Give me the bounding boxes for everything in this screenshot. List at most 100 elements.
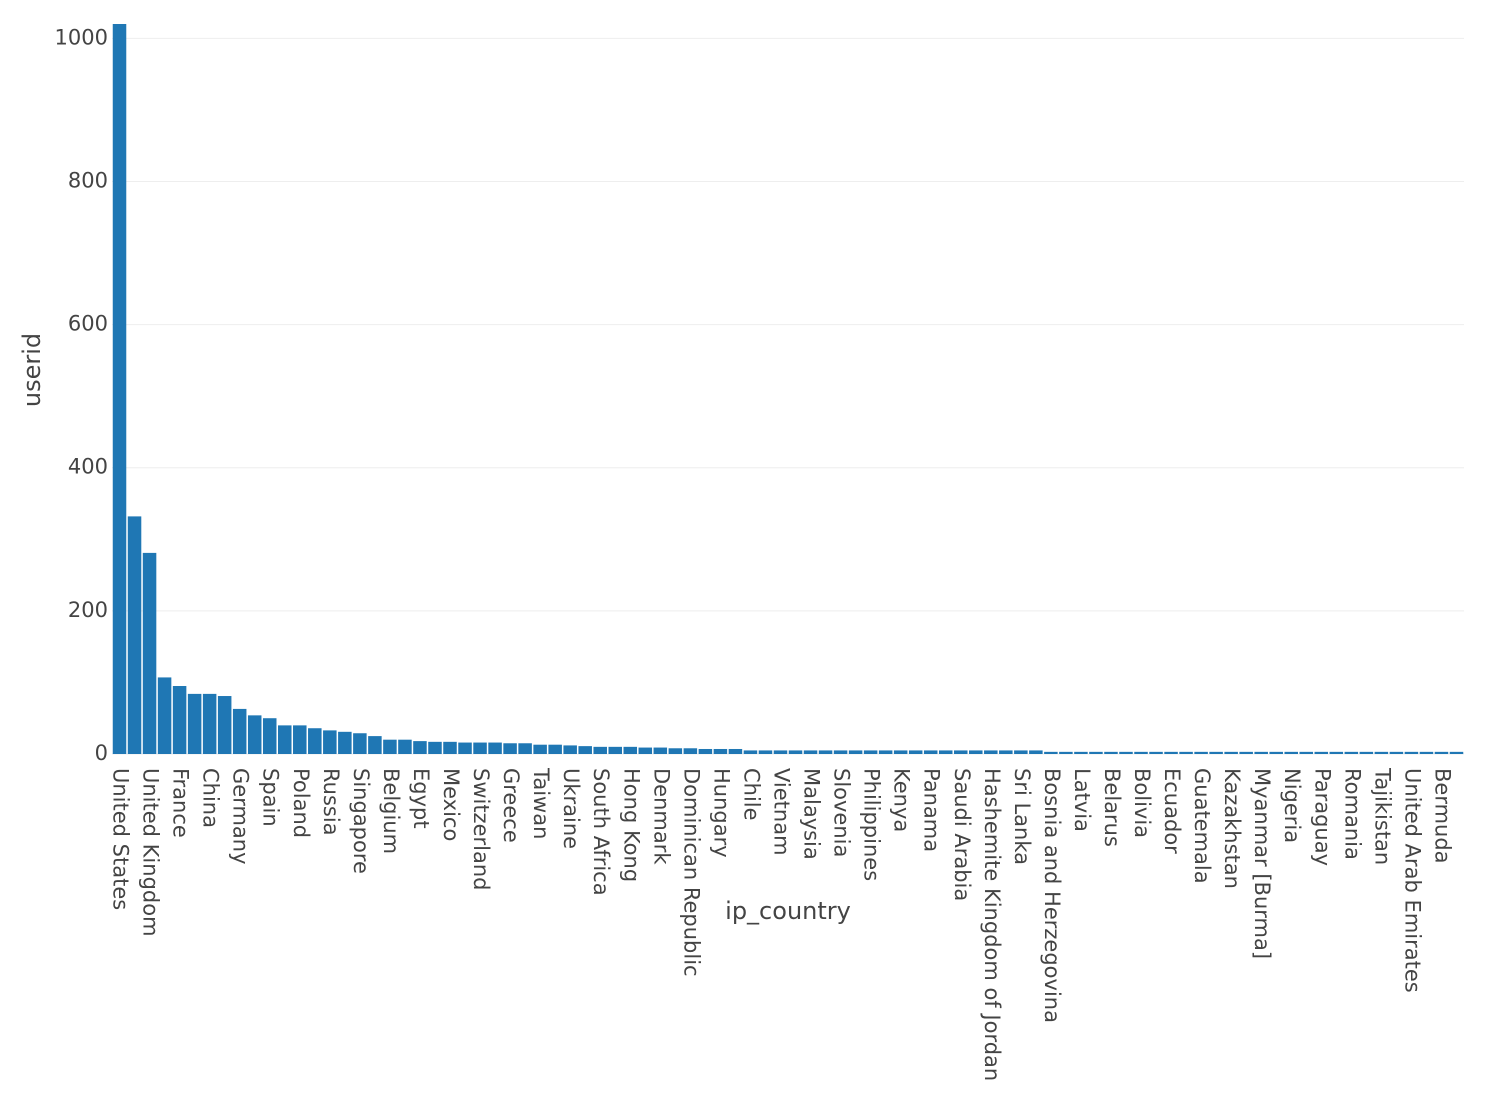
bar: [984, 750, 998, 754]
bar: [488, 742, 502, 754]
bar: [458, 742, 472, 754]
bar: [308, 728, 322, 754]
x-tick-label: Myanmar [Burma]: [1250, 768, 1274, 959]
bar: [1374, 751, 1389, 754]
x-tick-label: Switzerland: [469, 768, 493, 891]
x-tick-label: Romania: [1340, 768, 1364, 860]
x-tick-label: Ecuador: [1160, 768, 1184, 854]
bar: [503, 743, 517, 754]
bar: [953, 750, 968, 754]
bar: [293, 725, 307, 754]
bar: [1254, 751, 1268, 754]
bar: [428, 741, 442, 754]
x-tick-label: Bolivia: [1130, 768, 1154, 838]
bar: [383, 739, 397, 754]
x-tick-label: Hungary: [709, 768, 733, 858]
x-tick-label: Kazakhstan: [1220, 768, 1244, 889]
x-tick-label: Slovenia: [830, 768, 854, 857]
bar: [1119, 751, 1133, 754]
x-tick-label: Bermuda: [1430, 768, 1454, 864]
x-tick-label: Singapore: [349, 768, 373, 874]
bar: [1299, 751, 1314, 754]
y-tick-label: 0: [95, 741, 108, 765]
bar: [1059, 751, 1073, 754]
bar: [172, 686, 187, 754]
x-tick-label: Taiwan: [529, 767, 553, 839]
bar: [1044, 751, 1058, 754]
bar: [473, 742, 487, 754]
bar: [157, 677, 172, 754]
bar: [758, 750, 773, 754]
x-tick-label: Vietnam: [769, 768, 793, 856]
bar: [323, 730, 337, 754]
x-tick-label: Tajikistan: [1370, 767, 1394, 865]
bar: [743, 750, 758, 754]
bar: [848, 750, 863, 754]
bar: [1284, 751, 1299, 754]
x-tick-label: Hong Kong: [619, 768, 643, 882]
bar: [518, 743, 532, 754]
bar: [593, 746, 607, 754]
x-tick-label: Hashemite Kingdom of Jordan: [980, 768, 1004, 1081]
bar: [1164, 751, 1178, 754]
x-tick-label: Dominican Republic: [679, 768, 703, 977]
bar: [788, 750, 803, 754]
bar: [142, 552, 157, 754]
x-tick-label: Malaysia: [800, 768, 824, 860]
bar: [803, 750, 818, 754]
bar: [653, 747, 668, 754]
x-tick-label: Spain: [259, 768, 283, 827]
bar: [1404, 751, 1419, 754]
bar: [187, 693, 202, 754]
bar: [1014, 750, 1028, 754]
x-tick-label: Belgium: [379, 768, 403, 854]
x-tick-label: Ukraine: [559, 768, 583, 849]
x-tick-label: Kenya: [890, 768, 914, 832]
bar: [863, 750, 878, 754]
bar: [1314, 751, 1329, 754]
x-tick-label: Poland: [289, 768, 313, 838]
bar: [1209, 751, 1223, 754]
x-tick-label: France: [169, 768, 193, 838]
bar: [563, 745, 577, 754]
bar: [247, 715, 262, 754]
bar: [1389, 751, 1404, 754]
bar: [1359, 751, 1374, 754]
bar: [262, 718, 277, 754]
x-tick-label: United Arab Emirates: [1400, 768, 1424, 993]
x-tick-label: Germany: [229, 768, 253, 865]
x-tick-label: Panama: [920, 768, 944, 852]
bar: [443, 741, 457, 754]
bar: [548, 744, 562, 754]
bar: [923, 750, 938, 754]
bar: [1089, 751, 1103, 754]
x-tick-label: Egypt: [409, 768, 433, 829]
bar: [938, 750, 953, 754]
bar: [683, 748, 698, 754]
bar: [773, 750, 788, 754]
bar: [1449, 751, 1464, 754]
bar: [713, 748, 728, 754]
x-tick-label: Greece: [499, 768, 523, 843]
bar: [623, 746, 638, 754]
x-tick-label: Mexico: [439, 768, 463, 841]
bar: [112, 24, 127, 754]
bar: [1179, 751, 1193, 754]
y-tick-label: 1000: [55, 25, 108, 49]
bar: [277, 725, 292, 754]
x-tick-label: United States: [109, 768, 133, 910]
bar: [338, 731, 352, 754]
x-tick-label: Belarus: [1100, 768, 1124, 847]
bar: [638, 747, 653, 754]
y-axis-title: userid: [18, 333, 46, 407]
bar: [578, 746, 592, 754]
bar: [818, 750, 833, 754]
bar: [1434, 751, 1449, 754]
bar: [232, 708, 247, 754]
x-tick-label: United Kingdom: [139, 768, 163, 937]
bar: [728, 748, 743, 754]
y-tick-label: 200: [68, 598, 108, 622]
bar: [1134, 751, 1148, 754]
x-tick-label: Bosnia and Herzegovina: [1040, 768, 1064, 1023]
